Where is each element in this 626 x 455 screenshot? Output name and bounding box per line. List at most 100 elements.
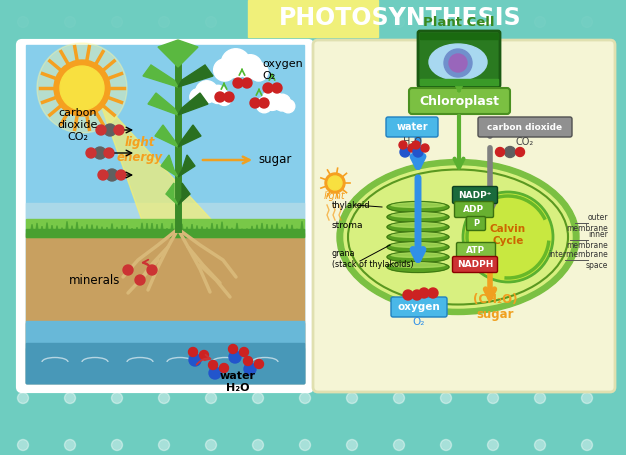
Text: PHOTOSYNTHESIS: PHOTOSYNTHESIS xyxy=(279,6,521,30)
Ellipse shape xyxy=(391,212,445,217)
Circle shape xyxy=(111,440,123,450)
Polygon shape xyxy=(135,226,139,237)
Circle shape xyxy=(282,100,295,113)
Polygon shape xyxy=(100,228,104,237)
Circle shape xyxy=(64,16,76,27)
Polygon shape xyxy=(285,224,289,237)
Polygon shape xyxy=(155,225,159,237)
Circle shape xyxy=(205,157,217,168)
Circle shape xyxy=(18,111,29,121)
Bar xyxy=(26,348,304,383)
Circle shape xyxy=(205,440,217,450)
Circle shape xyxy=(582,298,592,309)
Circle shape xyxy=(394,16,404,27)
Text: NADPH: NADPH xyxy=(457,260,493,269)
Circle shape xyxy=(208,360,217,369)
Circle shape xyxy=(239,55,262,79)
Circle shape xyxy=(233,78,243,88)
Text: minerals: minerals xyxy=(69,273,121,287)
Circle shape xyxy=(394,298,404,309)
Circle shape xyxy=(262,90,282,111)
Circle shape xyxy=(347,16,357,27)
Polygon shape xyxy=(145,227,149,237)
Circle shape xyxy=(205,111,217,121)
Circle shape xyxy=(412,141,420,149)
Circle shape xyxy=(208,85,227,103)
Bar xyxy=(26,233,304,323)
Circle shape xyxy=(441,157,451,168)
Circle shape xyxy=(408,144,416,152)
Text: H₂O: H₂O xyxy=(403,137,421,147)
Circle shape xyxy=(205,204,217,216)
Circle shape xyxy=(86,148,96,158)
Circle shape xyxy=(94,147,106,159)
Circle shape xyxy=(111,252,123,263)
Circle shape xyxy=(505,147,515,157)
Circle shape xyxy=(135,275,145,285)
Text: CO₂: CO₂ xyxy=(516,137,534,147)
Circle shape xyxy=(347,157,357,168)
Circle shape xyxy=(158,204,170,216)
Polygon shape xyxy=(235,221,239,237)
Circle shape xyxy=(535,64,545,75)
Bar xyxy=(26,343,304,383)
Polygon shape xyxy=(205,226,209,237)
Text: grana
(stack of thylakoids): grana (stack of thylakoids) xyxy=(332,249,414,269)
Circle shape xyxy=(582,393,592,404)
Circle shape xyxy=(64,111,76,121)
Circle shape xyxy=(582,111,592,121)
Ellipse shape xyxy=(391,253,445,258)
Circle shape xyxy=(299,157,310,168)
Circle shape xyxy=(252,298,264,309)
Polygon shape xyxy=(130,223,134,237)
Circle shape xyxy=(222,49,250,78)
Bar xyxy=(420,33,498,39)
Text: oxygen
O₂: oxygen O₂ xyxy=(262,59,303,81)
Circle shape xyxy=(158,345,170,357)
Polygon shape xyxy=(150,224,154,237)
Circle shape xyxy=(535,204,545,216)
Polygon shape xyxy=(100,102,220,229)
Circle shape xyxy=(535,111,545,121)
Polygon shape xyxy=(260,227,264,237)
Circle shape xyxy=(111,157,123,168)
FancyBboxPatch shape xyxy=(466,217,486,231)
Text: sugar: sugar xyxy=(258,153,291,167)
Polygon shape xyxy=(35,223,39,237)
Circle shape xyxy=(255,359,264,369)
Polygon shape xyxy=(270,227,274,237)
Circle shape xyxy=(299,111,310,121)
FancyBboxPatch shape xyxy=(456,243,496,258)
Circle shape xyxy=(37,43,127,133)
Polygon shape xyxy=(178,65,213,87)
Text: NADP⁺: NADP⁺ xyxy=(458,191,491,199)
Bar xyxy=(420,79,498,85)
Ellipse shape xyxy=(429,44,487,80)
Circle shape xyxy=(299,345,310,357)
Circle shape xyxy=(488,252,498,263)
FancyBboxPatch shape xyxy=(453,257,498,273)
Text: carbon
dioxide
CO₂: carbon dioxide CO₂ xyxy=(58,108,98,142)
Ellipse shape xyxy=(387,252,449,263)
Circle shape xyxy=(252,111,264,121)
Polygon shape xyxy=(225,224,229,237)
FancyBboxPatch shape xyxy=(454,202,493,217)
Circle shape xyxy=(515,147,525,157)
Circle shape xyxy=(394,252,404,263)
Text: (CH₂O)
sugar: (CH₂O) sugar xyxy=(473,293,517,321)
Circle shape xyxy=(463,192,553,282)
Circle shape xyxy=(200,350,208,359)
Circle shape xyxy=(252,393,264,404)
Circle shape xyxy=(496,147,505,157)
Circle shape xyxy=(64,252,76,263)
Circle shape xyxy=(111,298,123,309)
Circle shape xyxy=(111,64,123,75)
Polygon shape xyxy=(200,222,204,237)
Polygon shape xyxy=(70,228,74,237)
Text: light: light xyxy=(324,191,346,201)
Ellipse shape xyxy=(387,242,449,253)
Circle shape xyxy=(488,204,498,216)
Text: intermembrane
space: intermembrane space xyxy=(548,250,608,270)
Text: Chloroplast: Chloroplast xyxy=(419,95,499,107)
Polygon shape xyxy=(120,228,124,237)
